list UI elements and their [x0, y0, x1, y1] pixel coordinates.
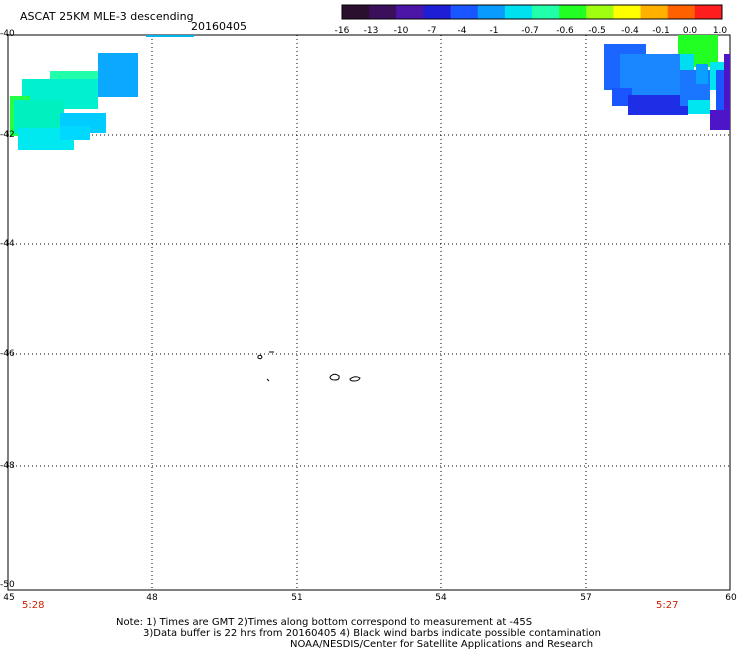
time-label-right: 5:27 [656, 600, 679, 611]
colorbar-label: -1 [489, 26, 499, 36]
chart-title: ASCAT 25KM MLE-3 descending [20, 10, 194, 23]
colorbar-cell [396, 5, 424, 19]
colorbar-cell [450, 5, 479, 19]
lon-label: 54 [435, 593, 447, 603]
note-line-3: NOAA/NESDIS/Center for Satellite Applica… [290, 639, 594, 650]
colorbar-label: -4 [457, 26, 467, 36]
colorbar-label: -16 [334, 26, 350, 36]
plot-frame [7, 34, 731, 591]
lat-label: -40 [0, 29, 15, 39]
lat-label: -50 [0, 580, 15, 590]
wind-swath-right [604, 35, 730, 130]
colorbar-cell [369, 5, 397, 19]
colorbar-label: -0.7 [521, 26, 539, 36]
colorbar-cell [613, 5, 642, 19]
colorbar-cell [694, 5, 723, 19]
colorbar-cell [640, 5, 669, 19]
colorbar-cell [586, 5, 614, 19]
colorbar-label: -10 [393, 26, 409, 36]
colorbar-label: -0.1 [652, 26, 670, 36]
lat-label: -48 [0, 461, 15, 471]
colorbar-cell [504, 5, 533, 19]
lon-label: 45 [3, 593, 15, 603]
lon-label: 51 [291, 593, 303, 603]
lat-label: -42 [0, 130, 15, 140]
note-line-2: 3)Data buffer is 22 hrs from 20160405 4)… [143, 628, 601, 639]
note-line-1: Note: 1) Times are GMT 2)Times along bot… [116, 617, 533, 628]
colorbar-label: -0.6 [556, 26, 574, 36]
colorbar-cell [532, 5, 560, 19]
colorbar-cell [477, 5, 506, 19]
lon-label: 60 [725, 593, 737, 603]
lon-label: 57 [580, 593, 592, 603]
colorbar [341, 4, 723, 20]
colorbar-cell [423, 5, 452, 19]
colorbar-cell [667, 5, 696, 19]
colorbar-label: -0.4 [621, 26, 639, 36]
lon-label: 48 [146, 593, 158, 603]
lat-label: -46 [0, 349, 15, 359]
island-outlines [257, 351, 361, 382]
colorbar-cell [342, 5, 370, 19]
time-label-left: 5:28 [22, 600, 45, 611]
colorbar-label: 0.0 [682, 26, 698, 36]
wind-swath-left [10, 53, 138, 150]
colorbar-label: 1.0 [712, 26, 728, 36]
colorbar-label: -13 [363, 26, 379, 36]
colorbar-label: -0.5 [588, 26, 606, 36]
lat-label: -44 [0, 239, 15, 249]
gridlines [8, 35, 730, 590]
colorbar-label: -7 [427, 26, 437, 36]
colorbar-cell [559, 5, 587, 19]
date-label: 20160405 [191, 20, 247, 33]
